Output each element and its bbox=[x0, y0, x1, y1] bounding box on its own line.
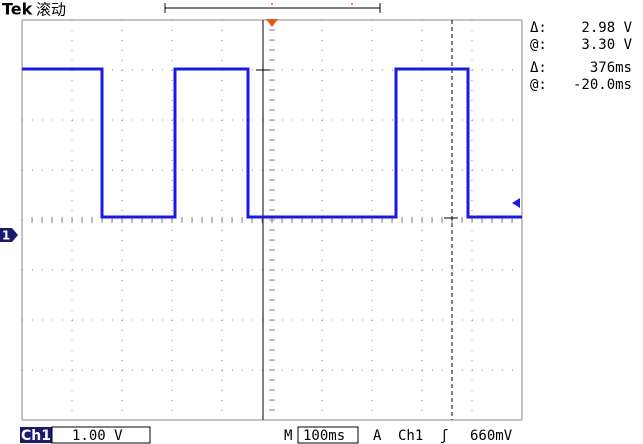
record-marks bbox=[271, 3, 353, 11]
trigger-level: 660mV bbox=[470, 428, 513, 444]
time-label: M bbox=[284, 428, 292, 444]
readout-symbol: @: bbox=[530, 77, 547, 93]
readout-symbol: Δ: bbox=[530, 20, 547, 36]
ground-marker-shape bbox=[0, 228, 18, 242]
readout-symbol: @: bbox=[530, 37, 547, 53]
trigger-label: A bbox=[373, 428, 382, 444]
volts-per-div: 1.00 V bbox=[72, 428, 123, 444]
channel: Ch1 bbox=[21, 428, 51, 444]
readout-value: 3.30 V bbox=[581, 37, 632, 53]
readout-symbol: Δ: bbox=[530, 60, 547, 76]
readout-value: 2.98 V bbox=[581, 20, 632, 36]
readout-value: 376ms bbox=[590, 60, 632, 76]
waveform bbox=[22, 67, 522, 219]
acquire-mode: 滚动 bbox=[36, 1, 66, 19]
scale-box bbox=[51, 426, 151, 444]
trigger-position bbox=[266, 19, 278, 27]
channel-box bbox=[20, 427, 52, 443]
trigger-level-marker bbox=[512, 198, 520, 208]
ground-marker: 1 bbox=[2, 229, 10, 243]
brand: Tek bbox=[2, 0, 33, 19]
readout-value: -20.0ms bbox=[573, 77, 632, 93]
timebase-box bbox=[297, 426, 359, 444]
timebase: 100ms bbox=[303, 428, 345, 444]
trigger-slope: ʃ bbox=[440, 428, 448, 444]
graticule bbox=[21, 19, 523, 421]
trigger-source: Ch1 bbox=[398, 428, 423, 444]
